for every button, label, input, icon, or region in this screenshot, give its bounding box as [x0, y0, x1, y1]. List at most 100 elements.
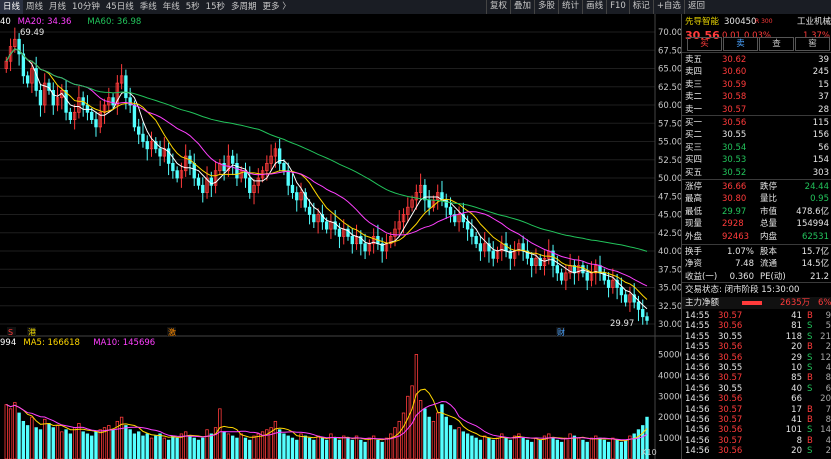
price-tick-label: 60.00: [658, 101, 681, 111]
vol-ma10-line: [6, 400, 648, 441]
tool-button[interactable]: +自选: [652, 0, 684, 14]
stat-value: 14.5亿: [801, 259, 829, 270]
tool-button[interactable]: 返回: [683, 0, 708, 14]
tick-time: 14:55: [685, 331, 710, 342]
sector-name[interactable]: 工业机械: [797, 17, 831, 27]
candle-body: [538, 257, 542, 267]
volume-bar: [85, 433, 90, 459]
period-tab[interactable]: 多周期: [230, 2, 257, 12]
volume-bar: [615, 439, 619, 459]
candle-body: [393, 228, 397, 237]
price-tick-label: 35.00: [658, 284, 681, 294]
candle-body: [619, 287, 624, 296]
candle-body: [226, 155, 231, 172]
volume-bar: [401, 412, 406, 459]
volume-bar: [320, 437, 325, 459]
tick-time: 14:56: [685, 394, 710, 405]
volume-bar: [175, 437, 179, 459]
candle-body: [179, 170, 184, 179]
volume-bar: [64, 429, 68, 459]
period-tab[interactable]: 周线: [26, 2, 44, 12]
tool-button[interactable]: 标记: [628, 0, 653, 14]
trade-button[interactable]: 窖: [795, 37, 830, 51]
candle-body: [248, 177, 252, 193]
tool-button[interactable]: F10: [606, 0, 629, 14]
volume-bar: [17, 412, 21, 459]
candle-body: [491, 250, 495, 259]
event-marker[interactable]: 港: [28, 327, 36, 337]
stat-value: 1.07%: [726, 247, 754, 257]
kline-chart[interactable]: 70.00 67.50 65.00 62.50 60.00 57.50 55.00 52.50…: [0, 14, 681, 459]
volume-bar: [423, 408, 427, 459]
event-marker[interactable]: 激: [168, 327, 176, 337]
tool-button[interactable]: 画线: [582, 0, 606, 14]
period-tab[interactable]: 15秒: [205, 2, 225, 12]
period-tab[interactable]: 月线: [49, 2, 67, 12]
volume-bar: [581, 439, 585, 459]
volume-bar: [342, 435, 346, 459]
volume-bar: [38, 429, 43, 459]
ma60-line: [5, 48, 648, 252]
volume-bar: [277, 429, 282, 459]
price-tick-label: 37.50: [658, 265, 681, 275]
volume-bar: [380, 441, 384, 459]
period-tab[interactable]: 更多 〉: [262, 2, 291, 12]
candle-body: [606, 279, 611, 288]
period-tab[interactable]: 45日线: [105, 2, 134, 12]
candle-body: [628, 294, 632, 303]
candle-body: [51, 90, 55, 106]
candle-body: [320, 214, 325, 223]
candle-body: [500, 243, 504, 252]
tick-side: S: [807, 383, 813, 394]
volume-bar: [427, 416, 431, 459]
candle-body: [389, 235, 393, 245]
volume-bar: [529, 441, 534, 459]
price-tick-label: 42.50: [658, 229, 681, 239]
volume-bar: [312, 439, 316, 459]
tick-price: 30.57: [718, 311, 743, 321]
candle-body: [632, 294, 636, 303]
stat-label: 换手: [685, 247, 703, 257]
stat-value: 0.95: [810, 194, 829, 205]
trade-button[interactable]: 卖: [723, 37, 758, 51]
candle-body: [406, 206, 410, 215]
candle-body: [397, 221, 401, 230]
volume-tick-label: 10000: [658, 434, 681, 444]
period-tab[interactable]: 5秒: [185, 2, 200, 12]
ask-row: 卖二 30.58 37: [682, 91, 831, 103]
candle-body: [13, 38, 17, 47]
volume-bar: [487, 437, 491, 459]
tick-time: 14:56: [685, 425, 710, 436]
period-tab[interactable]: 日线: [0, 0, 24, 14]
tick-row: 14:56 30.55 10 S 4: [682, 363, 831, 373]
tool-button[interactable]: 多股: [534, 0, 558, 14]
candle-body: [641, 308, 645, 318]
period-tab[interactable]: 季线: [139, 2, 157, 12]
candle-body: [290, 184, 295, 194]
candle-body: [85, 104, 90, 113]
candle-body: [184, 155, 188, 172]
tool-button[interactable]: 复权: [486, 0, 510, 14]
period-tab[interactable]: 年线: [162, 2, 180, 12]
top-toolbar: 日线 周线 月线 10分钟 45日线 季线 年线 5秒 15秒 多周期 更多 〉 复权 叠加 多股 统计画…: [0, 0, 831, 15]
event-marker[interactable]: 财: [557, 327, 565, 337]
tick-price: 30.57: [718, 435, 743, 446]
volume-bar: [478, 439, 483, 459]
tool-button[interactable]: 叠加: [510, 0, 534, 14]
stat-label: 现量: [685, 219, 703, 230]
bid-volume: 56: [818, 142, 829, 153]
period-tab[interactable]: 10分钟: [72, 2, 100, 12]
ma-legend-item: MA60: 36.98: [87, 17, 141, 27]
volume-bar: [559, 441, 564, 459]
tick-price: 30.56: [718, 446, 743, 457]
event-marker[interactable]: S: [8, 328, 13, 337]
tool-button[interactable]: 统计: [558, 0, 582, 14]
tick-row: 14:56 30.57 85 B 8: [682, 373, 831, 383]
stat-label: 量比: [760, 194, 778, 205]
volume-bar: [414, 354, 419, 459]
trade-button[interactable]: 买: [687, 37, 722, 51]
trade-button[interactable]: 查: [759, 37, 794, 51]
tick-row: 14:56 30.55 40 S 6: [682, 384, 831, 394]
candle-body: [436, 192, 440, 201]
volume-bar: [111, 429, 115, 459]
